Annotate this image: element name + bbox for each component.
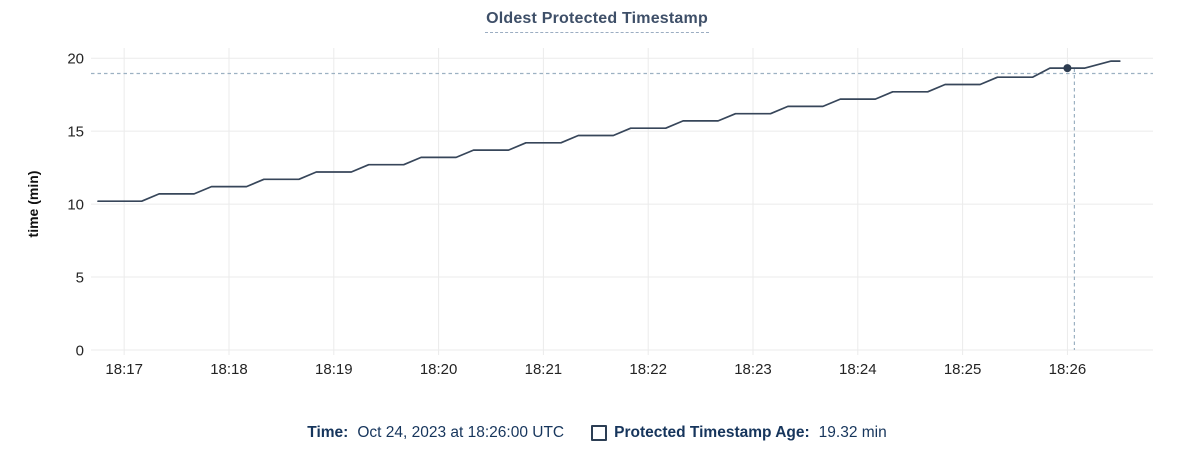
y-tick-label: 20	[67, 51, 84, 68]
chart-title: Oldest Protected Timestamp	[485, 10, 709, 33]
x-tick-label: 18:23	[734, 361, 772, 378]
x-tick-label: 18:20	[420, 361, 458, 378]
x-tick-label: 18:18	[210, 361, 248, 378]
hover-point-dot	[1063, 64, 1072, 73]
tooltip-series-value: 19.32 min	[818, 424, 887, 441]
x-tick-label: 18:19	[315, 361, 353, 378]
hover-tooltip-bar: Time: Oct 24, 2023 at 18:26:00 UTC Prote…	[0, 421, 1194, 445]
x-tick-label: 18:22	[629, 361, 667, 378]
x-tick-label: 18:25	[944, 361, 982, 378]
tooltip-time-label: Time:	[307, 424, 349, 441]
series-swatch-icon	[591, 425, 608, 441]
y-tick-label: 10	[67, 197, 84, 214]
x-tick-label: 18:26	[1049, 361, 1087, 378]
series-line	[97, 60, 1121, 203]
x-tick-label: 18:17	[105, 361, 143, 378]
x-tick-label: 18:24	[839, 361, 877, 378]
y-tick-label: 5	[76, 270, 84, 287]
x-tick-label: 18:21	[525, 361, 563, 378]
y-tick-label: 15	[67, 124, 84, 141]
tooltip-series-label: Protected Timestamp Age:	[614, 424, 810, 441]
y-tick-label: 0	[76, 343, 84, 360]
chart-header: Oldest Protected Timestamp	[0, 10, 1194, 33]
chart-plot-area[interactable]: 0 5 10 15 20 18:17 18:18 18:19 18:20 18:21 18:22 18…	[0, 44, 1194, 384]
tooltip-time-value: Oct 24, 2023 at 18:26:00 UTC	[357, 424, 565, 441]
